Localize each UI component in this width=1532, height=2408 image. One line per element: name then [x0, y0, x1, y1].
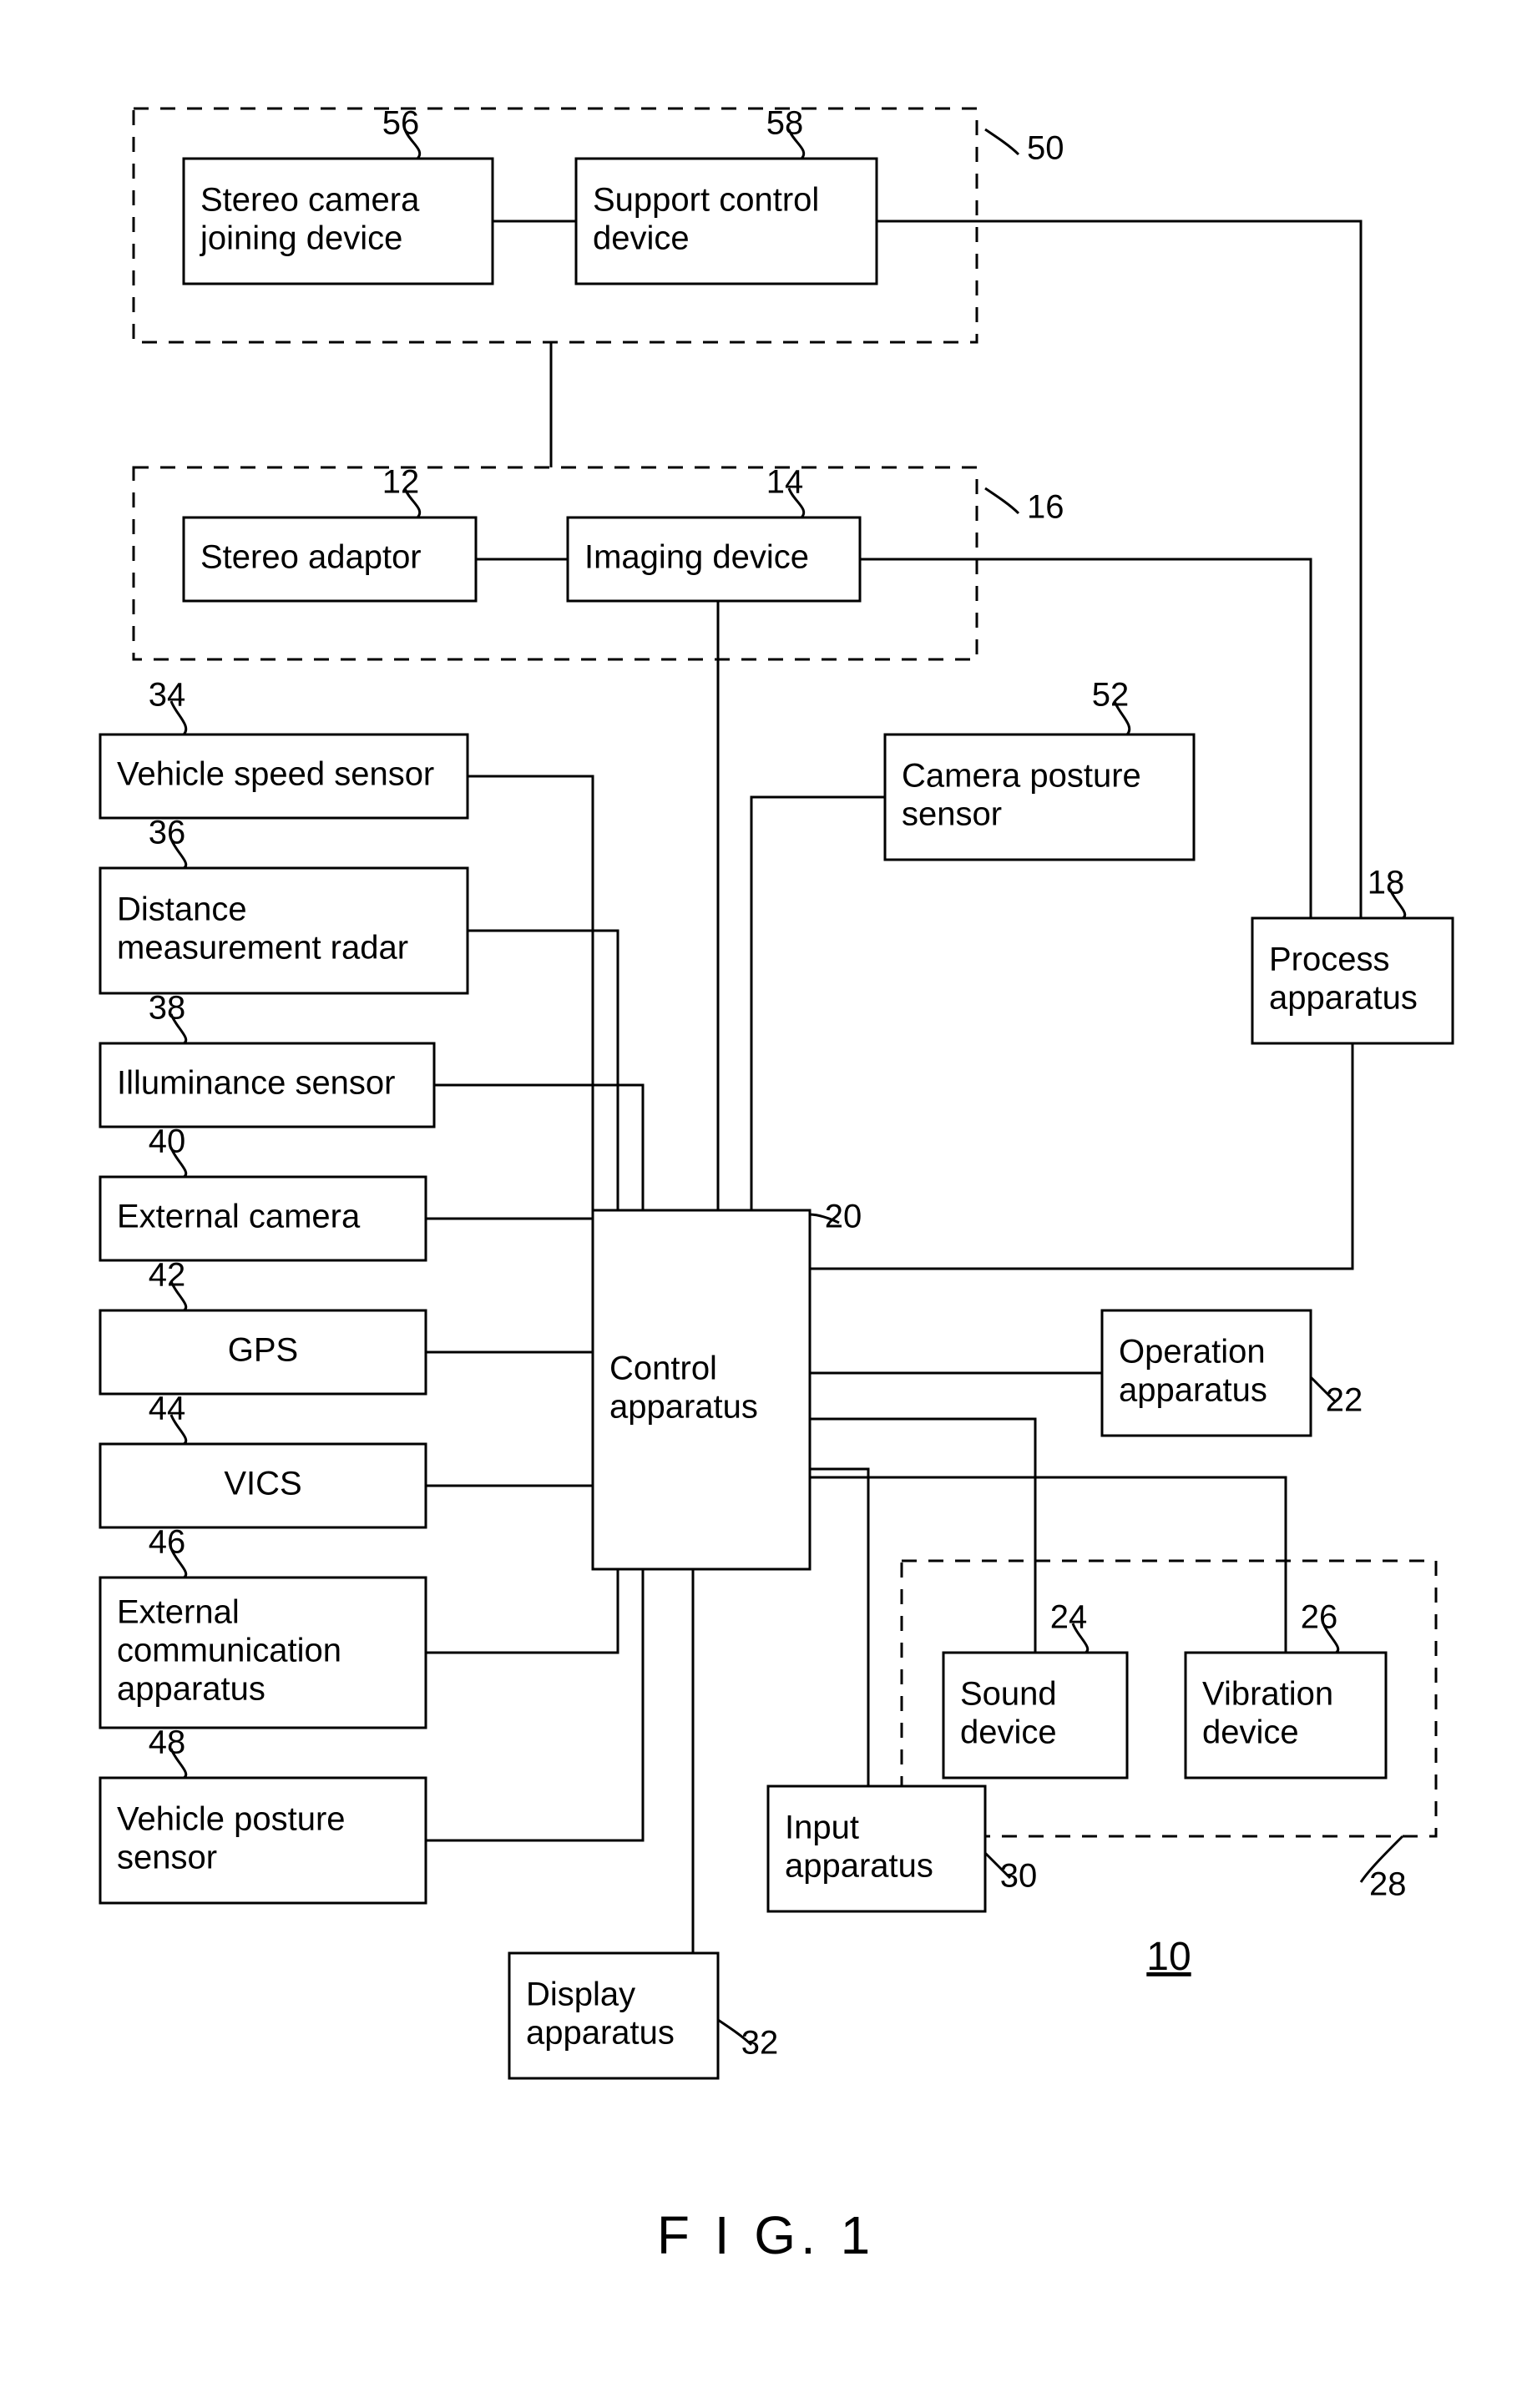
- label-n24: Sound: [960, 1676, 1057, 1713]
- ref-n14: 14: [766, 464, 804, 501]
- ref-n48: 48: [149, 1724, 186, 1761]
- ref-n40: 40: [149, 1123, 186, 1160]
- label-n26: Vibration: [1202, 1676, 1333, 1713]
- ref-g28: 28: [1369, 1866, 1407, 1903]
- label-n48: Vehicle posture: [117, 1801, 346, 1838]
- label-n58: device: [593, 220, 690, 257]
- label-n36: Distance: [117, 891, 247, 928]
- connector: [810, 1419, 1035, 1653]
- label-n46: apparatus: [117, 1671, 265, 1708]
- ref-n12: 12: [382, 464, 420, 501]
- label-n12: Stereo adaptor: [200, 539, 422, 576]
- ref-n52: 52: [1092, 677, 1130, 714]
- label-n18: apparatus: [1269, 980, 1418, 1017]
- label-n30: Input: [785, 1810, 859, 1846]
- label-n56: Stereo camera: [200, 182, 420, 219]
- system-ref: 10: [1146, 1935, 1191, 1979]
- label-n42: GPS: [228, 1332, 298, 1369]
- connector: [468, 931, 618, 1210]
- connector: [810, 1043, 1353, 1269]
- ref-n58: 58: [766, 105, 804, 142]
- ref-g16: 16: [1027, 489, 1064, 526]
- label-n14: Imaging device: [584, 539, 809, 576]
- ref-n36: 36: [149, 815, 186, 851]
- figure-caption: F I G. 1: [657, 2205, 875, 2265]
- label-n40: External camera: [117, 1199, 361, 1235]
- label-n30: apparatus: [785, 1848, 933, 1885]
- ref-n18: 18: [1368, 865, 1405, 901]
- ref-n26: 26: [1301, 1599, 1338, 1636]
- lead-line: [985, 488, 1019, 513]
- label-n38: Illuminance sensor: [117, 1065, 396, 1102]
- label-n46: External: [117, 1594, 240, 1631]
- connector: [468, 776, 593, 1210]
- ref-n38: 38: [149, 990, 186, 1027]
- label-n52: Camera posture: [902, 758, 1141, 795]
- label-n22: apparatus: [1119, 1372, 1267, 1409]
- label-n46: communication: [117, 1633, 341, 1669]
- connector: [810, 1469, 868, 1786]
- label-n20: apparatus: [609, 1389, 758, 1426]
- label-n56: joining device: [200, 220, 402, 257]
- connector: [751, 797, 885, 1210]
- ref-n32: 32: [741, 2025, 779, 2062]
- label-n34: Vehicle speed sensor: [117, 756, 434, 793]
- connector: [426, 1569, 643, 1840]
- label-n26: device: [1202, 1714, 1299, 1751]
- ref-n42: 42: [149, 1257, 186, 1294]
- label-n32: Display: [526, 1976, 635, 2013]
- label-n52: sensor: [902, 796, 1002, 833]
- label-n20: Control: [609, 1350, 717, 1387]
- label-n24: device: [960, 1714, 1057, 1751]
- ref-n34: 34: [149, 677, 186, 714]
- lead-line: [985, 129, 1019, 154]
- ref-n30: 30: [1000, 1858, 1038, 1895]
- label-n32: apparatus: [526, 2015, 675, 2052]
- label-n36: measurement radar: [117, 930, 408, 967]
- label-n58: Support control: [593, 182, 819, 219]
- ref-n56: 56: [382, 105, 420, 142]
- ref-n20: 20: [825, 1199, 862, 1235]
- label-n22: Operation: [1119, 1334, 1266, 1371]
- ref-n46: 46: [149, 1524, 186, 1561]
- ref-g50: 50: [1027, 130, 1064, 167]
- label-n44: VICS: [224, 1466, 301, 1502]
- label-n48: sensor: [117, 1840, 217, 1876]
- connector: [434, 1085, 643, 1210]
- label-n18: Process: [1269, 941, 1390, 978]
- connector: [426, 1569, 618, 1653]
- ref-n24: 24: [1050, 1599, 1088, 1636]
- ref-n22: 22: [1326, 1382, 1363, 1419]
- ref-n44: 44: [149, 1391, 186, 1427]
